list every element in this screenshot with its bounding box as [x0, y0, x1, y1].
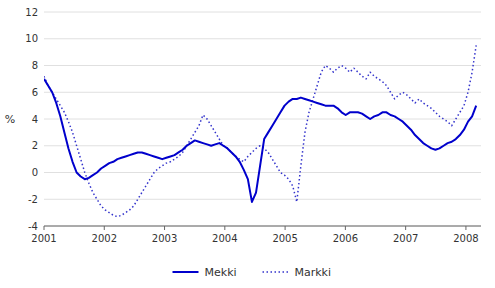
x-tick — [164, 226, 165, 230]
x-tick-label: 2002 — [92, 233, 117, 244]
x-tick — [465, 226, 466, 230]
x-tick — [104, 226, 105, 230]
grid-line — [44, 92, 481, 93]
y-tick-label: -4 — [28, 221, 38, 232]
legend-label: Mekki — [205, 266, 237, 279]
grid-line — [44, 38, 481, 39]
y-tick-label: 2 — [32, 140, 38, 151]
x-tick — [44, 226, 45, 230]
chart: -4 -2 0 2 4 6 8 10 12% 2001 2002 2003 2004 2005 2006 20… — [0, 0, 495, 288]
legend-swatch — [263, 271, 289, 273]
series-line — [44, 45, 476, 216]
legend-label: Markki — [295, 266, 332, 279]
y-tick-label: 6 — [32, 87, 38, 98]
x-tick — [345, 226, 346, 230]
x-tick-label: 2001 — [31, 233, 56, 244]
y-tick-label: 0 — [32, 167, 38, 178]
x-tick-label: 2006 — [333, 233, 358, 244]
y-tick-label: -2 — [28, 194, 38, 205]
x-tick-label: 2007 — [393, 233, 418, 244]
x-tick — [224, 226, 225, 230]
x-tick-label: 2005 — [272, 233, 297, 244]
legend-swatch — [173, 271, 199, 273]
series-line — [44, 79, 476, 202]
x-tick — [285, 226, 286, 230]
grid-line — [44, 172, 481, 173]
x-tick-label: 2003 — [152, 233, 177, 244]
x-axis-line — [44, 226, 481, 227]
x-tick — [405, 226, 406, 230]
y-tick-label: 10 — [25, 33, 38, 44]
grid — [44, 12, 481, 226]
y-axis-label: % — [5, 113, 15, 126]
y-tick-label: 8 — [32, 60, 38, 71]
lines — [44, 45, 476, 216]
grid-line — [44, 226, 481, 227]
grid-line — [44, 199, 481, 200]
grid-line — [44, 65, 481, 66]
x-tick-label: 2004 — [212, 233, 237, 244]
y-tick-label: 4 — [32, 114, 38, 125]
legend: Mekki Markki — [173, 266, 332, 279]
grid-line — [44, 12, 481, 13]
grid-line — [44, 119, 481, 120]
x-tick-label: 2008 — [453, 233, 478, 244]
y-tick-label: 12 — [25, 7, 38, 18]
